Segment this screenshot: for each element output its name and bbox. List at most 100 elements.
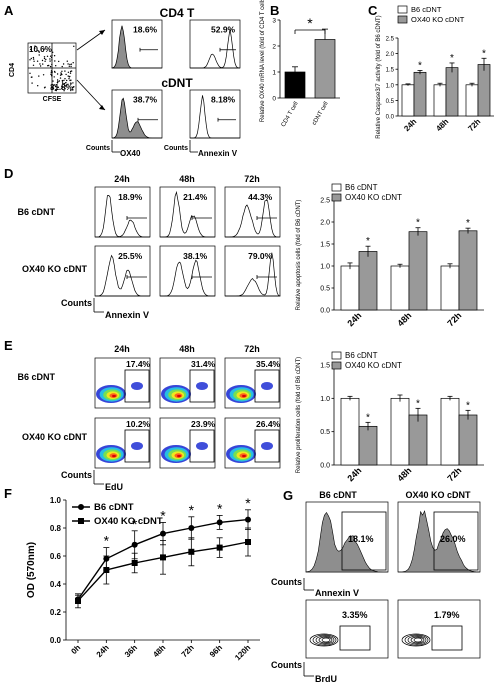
gate-percentage: 44.3%: [248, 192, 273, 202]
bar: [440, 265, 460, 311]
bar: [465, 84, 479, 117]
event-dot: [66, 60, 69, 62]
event-dot: [64, 88, 66, 90]
bar: [408, 231, 428, 311]
event-dot: [49, 55, 52, 57]
histogram-curve: [190, 95, 240, 139]
axis-label: CFSE: [43, 96, 62, 103]
event-dot: [54, 85, 57, 88]
event-dot: [30, 48, 32, 51]
event-dot: [41, 59, 44, 62]
event-dot: [70, 65, 72, 68]
histogram-curve: [398, 510, 481, 573]
event-dot: [49, 60, 51, 62]
histogram-curve: [160, 259, 215, 297]
histogram-frame: [224, 186, 281, 238]
hist-b6-annexin: 44.3%: [224, 186, 281, 238]
legend-swatch: [331, 361, 342, 370]
event-dot: [53, 84, 56, 86]
x-tick-label: 24h: [95, 643, 111, 659]
event-dot: [63, 90, 65, 92]
event-dot: [48, 64, 50, 67]
gate-percentage: 38.1%: [183, 251, 208, 261]
y-tick-label: 0.5: [320, 286, 330, 293]
hist-b6-annexin: 18.9%: [94, 186, 151, 238]
event-dot: [29, 72, 31, 75]
density-contour: [196, 442, 208, 450]
bar: [358, 425, 378, 466]
significance-star: *: [466, 218, 470, 229]
time-label: 24h: [114, 344, 130, 354]
y-tick-label: 2.5: [320, 198, 330, 205]
quadrant-percentage: 31.8%: [50, 83, 73, 92]
panel-e-flow: E 24h 48h 72h B6 cDNT OX40 KO cDNT 17.4% 10.2% 3…: [4, 338, 281, 492]
event-dot: [32, 56, 35, 59]
event-dot: [56, 82, 59, 84]
event-dot: [39, 63, 41, 65]
legend-label: OX40 KO cDNT: [345, 361, 402, 370]
y-tick-label: 1.0: [320, 264, 330, 271]
y-tick-label: 0.8: [50, 524, 62, 533]
event-dot: [62, 86, 64, 88]
legend-swatch: [397, 5, 408, 14]
panel-title: cDNT: [161, 76, 193, 90]
histogram-curve: [225, 200, 280, 238]
bar-chart-E: 0.0 0.5 1.0 1.5 Relative proliferation cells…: [296, 351, 484, 483]
bar: [314, 39, 336, 99]
event-dot: [64, 70, 66, 72]
significance-star: *: [482, 48, 486, 59]
arrow: [76, 79, 106, 111]
significance-star: *: [160, 507, 166, 523]
event-dot: [63, 79, 65, 82]
event-dot: [29, 59, 31, 61]
y-tick-label: 0.5: [386, 99, 395, 105]
event-dot: [56, 73, 59, 75]
row-label: OX40 KO cDNT: [22, 432, 88, 442]
event-dot: [60, 72, 62, 74]
event-dot: [30, 46, 32, 48]
counts-label: Counts: [61, 470, 92, 480]
histogram-curve: [160, 190, 215, 238]
gate-percentage: 18.6%: [133, 24, 158, 34]
gate-percentage: 26.4%: [256, 419, 281, 429]
contour-brdu: 3.35%: [305, 599, 389, 659]
histogram-frame: [189, 89, 241, 139]
y-tick-label: 2.5: [386, 37, 395, 43]
y-tick-label: 0.4: [50, 580, 62, 589]
event-dot: [70, 70, 73, 72]
gate-percentage: 23.9%: [191, 419, 216, 429]
time-label: 48h: [179, 174, 195, 184]
data-point: [103, 567, 110, 573]
event-dot: [34, 45, 36, 47]
event-dot: [67, 83, 69, 86]
legend-label: OX40 KO cDNT: [411, 15, 465, 24]
significance-star: *: [416, 218, 420, 229]
row-label: B6 cDNT: [17, 207, 55, 217]
event-dot: [59, 77, 62, 79]
panel-letter: A: [4, 3, 14, 18]
gate-percentage: 79.0%: [248, 251, 273, 261]
event-dot: [38, 75, 40, 77]
event-dot: [46, 55, 49, 57]
significance-star: *: [450, 53, 454, 64]
event-dot: [70, 83, 72, 85]
y-tick-label: 0.0: [320, 308, 330, 315]
density-contour: [242, 454, 246, 458]
hist-ko-annexin: 25.5%: [94, 245, 151, 297]
axis-label: OX40: [120, 149, 141, 158]
event-dot: [65, 84, 68, 86]
flow-ko-edu: 26.4%: [224, 417, 281, 469]
gate-box: [431, 625, 463, 651]
event-dot: [67, 71, 70, 74]
gate-percentage: 18.9%: [118, 192, 143, 202]
significance-star: *: [189, 502, 195, 518]
counts-label: Counts: [86, 145, 110, 152]
significance-star: *: [466, 400, 470, 411]
bar: [413, 71, 427, 117]
contour-line: [315, 635, 335, 645]
event-dot: [50, 73, 52, 76]
density-contour: [131, 382, 143, 390]
density-contour: [177, 394, 181, 398]
event-dot: [43, 57, 46, 60]
bar: [358, 251, 378, 311]
